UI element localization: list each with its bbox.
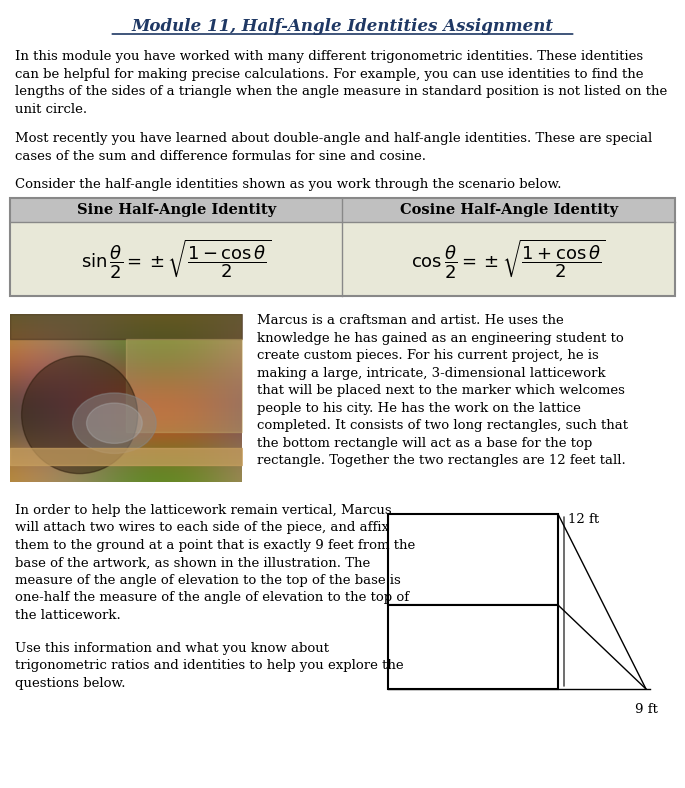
Text: Sine Half-Angle Identity: Sine Half-Angle Identity bbox=[77, 203, 276, 217]
Bar bbox=[342, 222, 675, 296]
Bar bbox=[10, 222, 342, 296]
Text: Marcus is a craftsman and artist. He uses the
knowledge he has gained as an engi: Marcus is a craftsman and artist. He use… bbox=[257, 314, 628, 467]
Bar bbox=[10, 198, 675, 296]
Text: Consider the half-angle identities shown as you work through the scenario below.: Consider the half-angle identities shown… bbox=[15, 178, 562, 191]
Text: $\sin\dfrac{\theta}{2} = \pm\sqrt{\dfrac{1-\cos\theta}{2}}$: $\sin\dfrac{\theta}{2} = \pm\sqrt{\dfrac… bbox=[81, 237, 271, 281]
Text: Use this information and what you know about
trigonometric ratios and identities: Use this information and what you know a… bbox=[15, 642, 403, 690]
Bar bbox=[388, 514, 558, 605]
Text: Module 11, Half-Angle Identities Assignment: Module 11, Half-Angle Identities Assignm… bbox=[132, 18, 553, 35]
Circle shape bbox=[73, 393, 156, 453]
Text: 9 ft: 9 ft bbox=[634, 703, 658, 716]
Text: Cosine Half-Angle Identity: Cosine Half-Angle Identity bbox=[399, 203, 618, 217]
Text: In order to help the latticework remain vertical, Marcus
will attach two wires t: In order to help the latticework remain … bbox=[15, 504, 415, 622]
Bar bbox=[388, 605, 558, 689]
Ellipse shape bbox=[22, 356, 138, 474]
Bar bbox=[10, 198, 675, 222]
Text: In this module you have worked with many different trigonometric identities. The: In this module you have worked with many… bbox=[15, 50, 667, 116]
Circle shape bbox=[86, 403, 142, 444]
Text: Most recently you have learned about double-angle and half-angle identities. The: Most recently you have learned about dou… bbox=[15, 132, 652, 162]
Text: 12 ft: 12 ft bbox=[568, 513, 599, 526]
Text: $\cos\dfrac{\theta}{2} = \pm\sqrt{\dfrac{1+\cos\theta}{2}}$: $\cos\dfrac{\theta}{2} = \pm\sqrt{\dfrac… bbox=[411, 237, 606, 281]
